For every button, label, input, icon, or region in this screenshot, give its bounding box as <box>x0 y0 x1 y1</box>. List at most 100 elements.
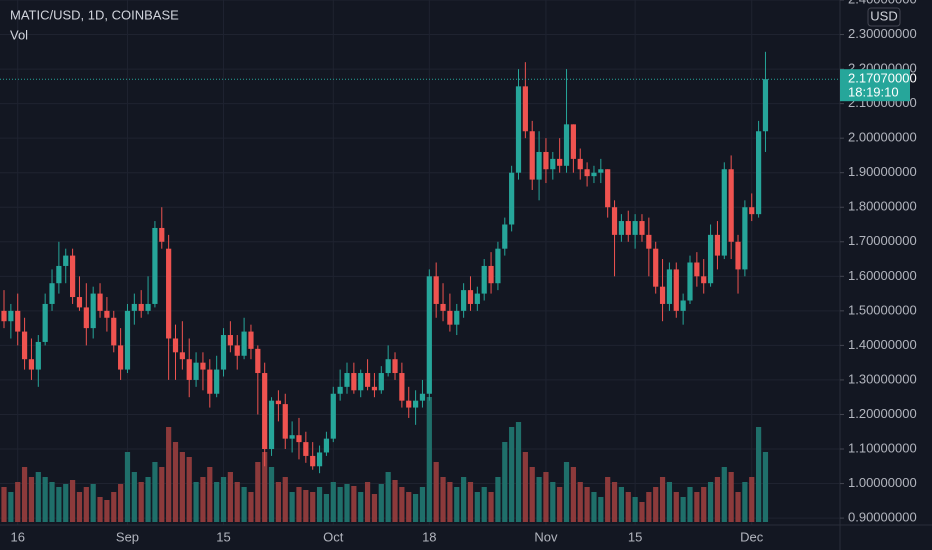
candle-body <box>351 373 357 391</box>
x-tick-label: Sep <box>116 529 139 544</box>
candle-body <box>200 362 206 370</box>
candle-body <box>735 241 741 270</box>
y-tick-label: 1.00000000 <box>848 475 917 490</box>
y-tick-label: 1.90000000 <box>848 164 917 179</box>
candle-body <box>714 234 721 256</box>
candle-body <box>639 221 645 235</box>
candle-body <box>488 265 494 284</box>
volume-bar <box>268 467 275 522</box>
volume-bar <box>481 487 487 522</box>
volume-bar <box>97 497 103 522</box>
candle-body <box>467 290 474 304</box>
currency-box[interactable] <box>867 7 901 27</box>
candle-body <box>172 338 179 353</box>
candle-body <box>577 158 583 170</box>
candle-body <box>742 207 748 270</box>
volume-bar <box>172 442 179 522</box>
volume-bar <box>502 442 508 522</box>
volume-bar <box>426 397 432 522</box>
volume-bar <box>344 484 350 522</box>
candle-body <box>83 307 89 329</box>
candle-body <box>186 359 192 380</box>
volume-bar <box>241 487 247 522</box>
candle-body <box>152 227 158 304</box>
volume-bar <box>653 487 659 522</box>
candle-body <box>522 86 528 132</box>
candle-body <box>227 335 233 346</box>
candle-body <box>248 331 254 349</box>
candle-body <box>632 221 638 235</box>
x-tick-label: Nov <box>534 529 558 544</box>
y-tick-label: 1.80000000 <box>848 199 917 214</box>
candle-body <box>447 310 453 325</box>
x-tick-label: 15 <box>628 529 642 544</box>
candle-body <box>653 248 659 287</box>
candle-body <box>392 359 398 374</box>
volume-bar <box>756 427 762 522</box>
volume-bar <box>15 482 21 522</box>
volume-bar <box>762 452 769 522</box>
volume-bar <box>611 482 618 522</box>
volume-bar <box>529 467 535 522</box>
volume-bar <box>639 502 645 522</box>
volume-bar <box>220 477 227 522</box>
candle-body <box>509 172 515 225</box>
volume-bar <box>728 472 734 522</box>
candle-body <box>97 293 103 311</box>
candle-body <box>584 169 590 177</box>
candle-body <box>625 221 631 235</box>
x-tick-label: 15 <box>216 529 230 544</box>
volume-bar <box>406 492 412 522</box>
volume-bar <box>522 452 528 522</box>
candle-body <box>728 169 734 242</box>
volume-bar <box>467 482 474 522</box>
candle-body <box>495 248 501 284</box>
candle-body <box>557 158 563 166</box>
volume-bar <box>687 487 693 522</box>
volume-bar <box>714 477 721 522</box>
candle-body <box>344 373 350 387</box>
volume-bar <box>461 477 467 522</box>
y-tick-label: 2.00000000 <box>848 130 917 145</box>
volume-bar <box>577 482 583 522</box>
candle-body <box>646 234 652 249</box>
candle-body <box>364 373 371 387</box>
candle-body <box>337 386 343 394</box>
candle-body <box>118 345 124 370</box>
volume-bar <box>303 490 309 522</box>
volume-bar <box>413 494 419 522</box>
candle-body <box>303 442 309 456</box>
y-tick-label: 2.40000000 <box>848 0 917 6</box>
volume-bar <box>515 422 522 522</box>
currency[interactable]: USD <box>870 8 897 23</box>
candle-body <box>413 400 419 408</box>
candle-body <box>255 348 261 374</box>
y-tick-label: 1.60000000 <box>848 268 917 283</box>
candle-body <box>721 169 727 256</box>
candle-body <box>131 303 137 311</box>
volume-bar <box>179 452 185 522</box>
candle-body <box>454 310 460 325</box>
candle-body <box>193 362 199 380</box>
candle-body <box>440 303 446 311</box>
candle-body <box>707 234 714 284</box>
y-tick-label: 1.70000000 <box>848 233 917 248</box>
volume-bar <box>550 482 556 522</box>
candle-body <box>70 255 76 298</box>
volume-bar <box>152 462 158 522</box>
y-tick-label: 1.50000000 <box>848 302 917 317</box>
candle-body <box>323 438 330 453</box>
candle-body <box>563 124 570 166</box>
volume-bar <box>598 497 604 522</box>
chart-title: MATIC/USD, 1D, COINBASE <box>10 7 179 22</box>
volume-bar <box>646 492 652 522</box>
volume-bar <box>207 467 213 522</box>
volume-bar <box>358 492 364 522</box>
candle-body <box>124 310 131 370</box>
candle-body <box>762 79 769 132</box>
volume-bar <box>310 492 316 522</box>
volume-bar <box>28 477 35 522</box>
candle-body <box>474 293 480 304</box>
